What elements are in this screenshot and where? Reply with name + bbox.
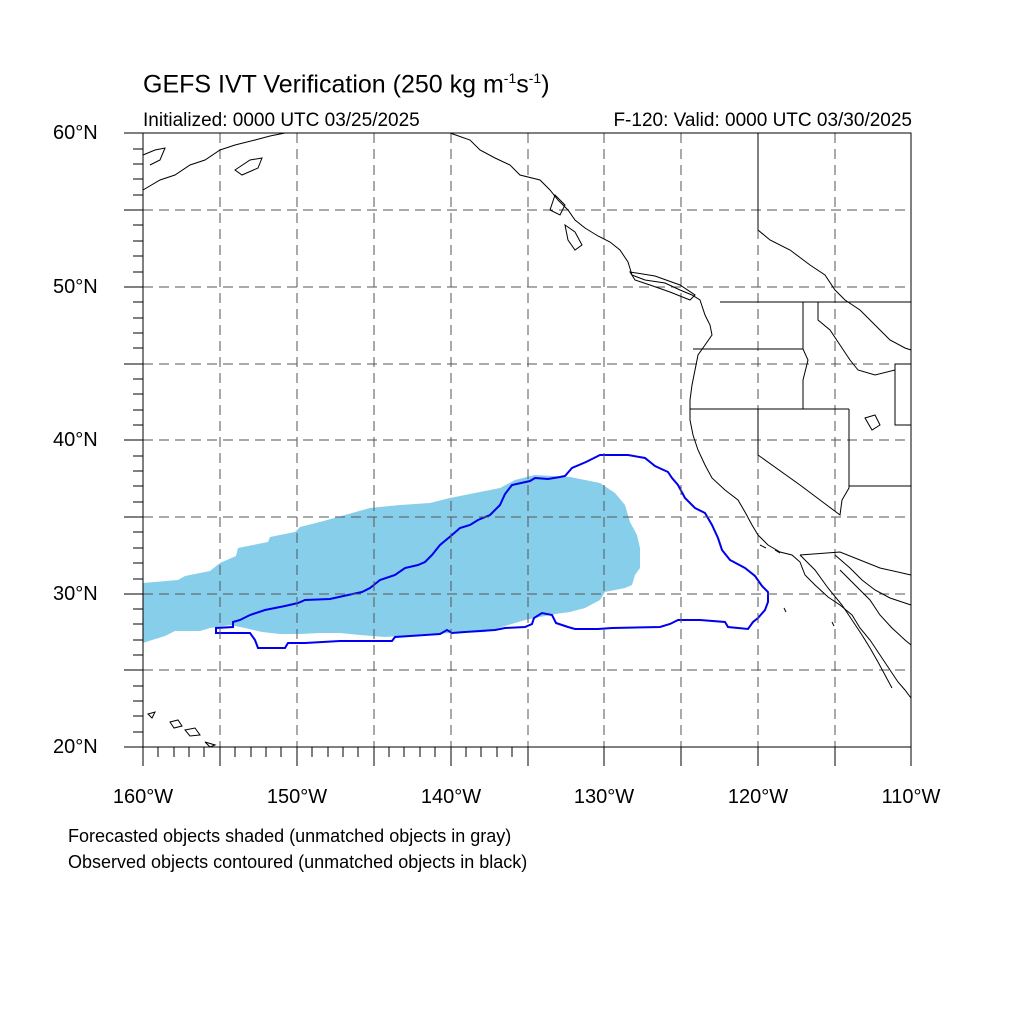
- lon-label-160w: 160°W: [112, 786, 174, 808]
- coastlines: [142, 132, 912, 748]
- political-boundaries: [690, 133, 912, 576]
- observed-object-contour: [215, 454, 769, 649]
- axis-ticks: [124, 132, 912, 766]
- valid-time-label: F-120: Valid: 0000 UTC 03/30/2025: [613, 110, 912, 131]
- init-time-label: Initialized: 0000 UTC 03/25/2025: [143, 110, 420, 131]
- gridlines: [143, 133, 911, 747]
- lat-label-40: 40°N: [53, 429, 98, 451]
- lon-label-120w: 120°W: [727, 786, 789, 808]
- lon-label-110w: 110°W: [881, 786, 941, 808]
- lon-label-150w: 150°W: [266, 786, 328, 808]
- lon-label-140w: 140°W: [420, 786, 482, 808]
- forecast-object: [143, 475, 640, 643]
- legend-forecast-note: Forecasted objects shaded (unmatched obj…: [68, 826, 512, 846]
- lat-label-30: 30°N: [53, 583, 98, 605]
- map-title: GEFS IVT Verification (250 kg m-1s-1): [143, 70, 550, 99]
- lat-label-20: 20°N: [53, 736, 98, 758]
- lon-label-130w: 130°W: [573, 786, 635, 808]
- legend-observed-note: Observed objects contoured (unmatched ob…: [68, 852, 528, 872]
- lat-label-60: 60°N: [53, 122, 98, 144]
- lat-label-50: 50°N: [53, 276, 98, 298]
